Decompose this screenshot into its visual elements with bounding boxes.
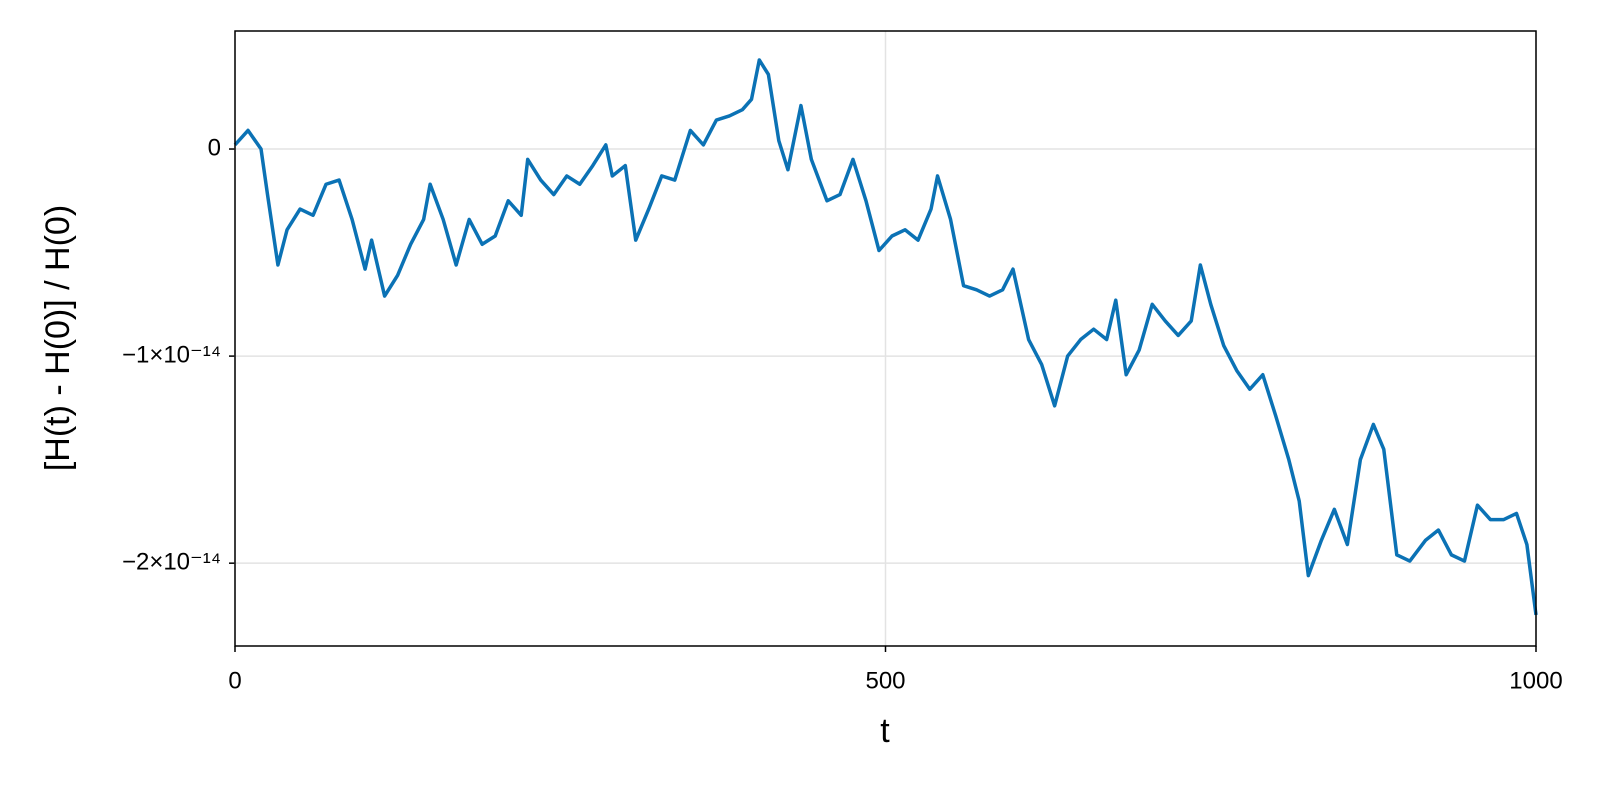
- y-tick-label: 0: [208, 134, 221, 161]
- x-tick-label: 0: [228, 667, 241, 694]
- y-tick-label: −1×10⁻¹⁴: [122, 341, 221, 368]
- x-tick-label: 1000: [1509, 667, 1562, 694]
- data-line: [233, 58, 1538, 616]
- y-axis-label: [H(t) - H(0)] / H(0): [39, 205, 77, 471]
- x-tick-label: 500: [865, 667, 905, 694]
- plot-frame: [234, 30, 1537, 647]
- x-axis-label: t: [880, 712, 890, 750]
- y-tick-label: −2×10⁻¹⁴: [122, 549, 221, 576]
